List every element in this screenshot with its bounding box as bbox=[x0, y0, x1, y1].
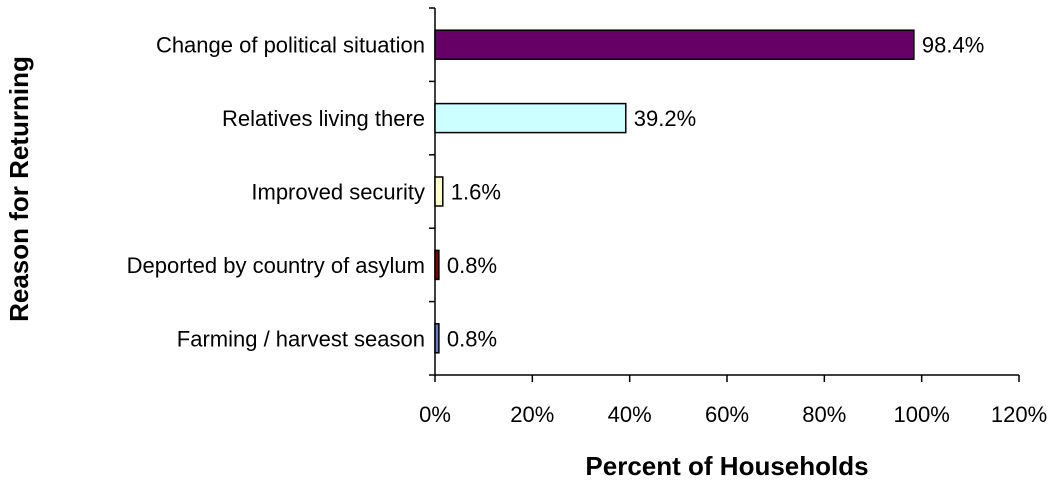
bar bbox=[434, 102, 627, 134]
category-label: Deported by country of asylum bbox=[127, 253, 425, 278]
x-axis-title: Percent of Households bbox=[585, 451, 868, 481]
category-label: Improved security bbox=[251, 180, 425, 205]
data-label: 98.4% bbox=[922, 33, 984, 58]
bar bbox=[434, 29, 915, 60]
data-label: 0.8% bbox=[447, 253, 497, 278]
bar bbox=[434, 323, 440, 354]
x-tick-label: 100% bbox=[894, 402, 950, 427]
x-tick-label: 0% bbox=[419, 402, 451, 427]
y-axis-title: Reason for Returning bbox=[4, 56, 34, 322]
category-label: Change of political situation bbox=[156, 33, 425, 58]
data-label: 39.2% bbox=[634, 106, 696, 131]
data-label: 1.6% bbox=[451, 180, 501, 205]
bar bbox=[434, 176, 444, 207]
x-tick-label: 20% bbox=[510, 402, 554, 427]
bar bbox=[434, 249, 440, 281]
x-tick-label: 40% bbox=[608, 402, 652, 427]
x-tick-label: 120% bbox=[991, 402, 1047, 427]
x-tick-label: 60% bbox=[705, 402, 749, 427]
category-label: Farming / harvest season bbox=[177, 326, 425, 351]
category-label: Relatives living there bbox=[222, 106, 425, 131]
plot-area: 0% 20% 40% 60% 80% 100% 120% Change of politica… bbox=[127, 7, 1047, 427]
data-label: 0.8% bbox=[447, 326, 497, 351]
x-tick-label: 80% bbox=[802, 402, 846, 427]
